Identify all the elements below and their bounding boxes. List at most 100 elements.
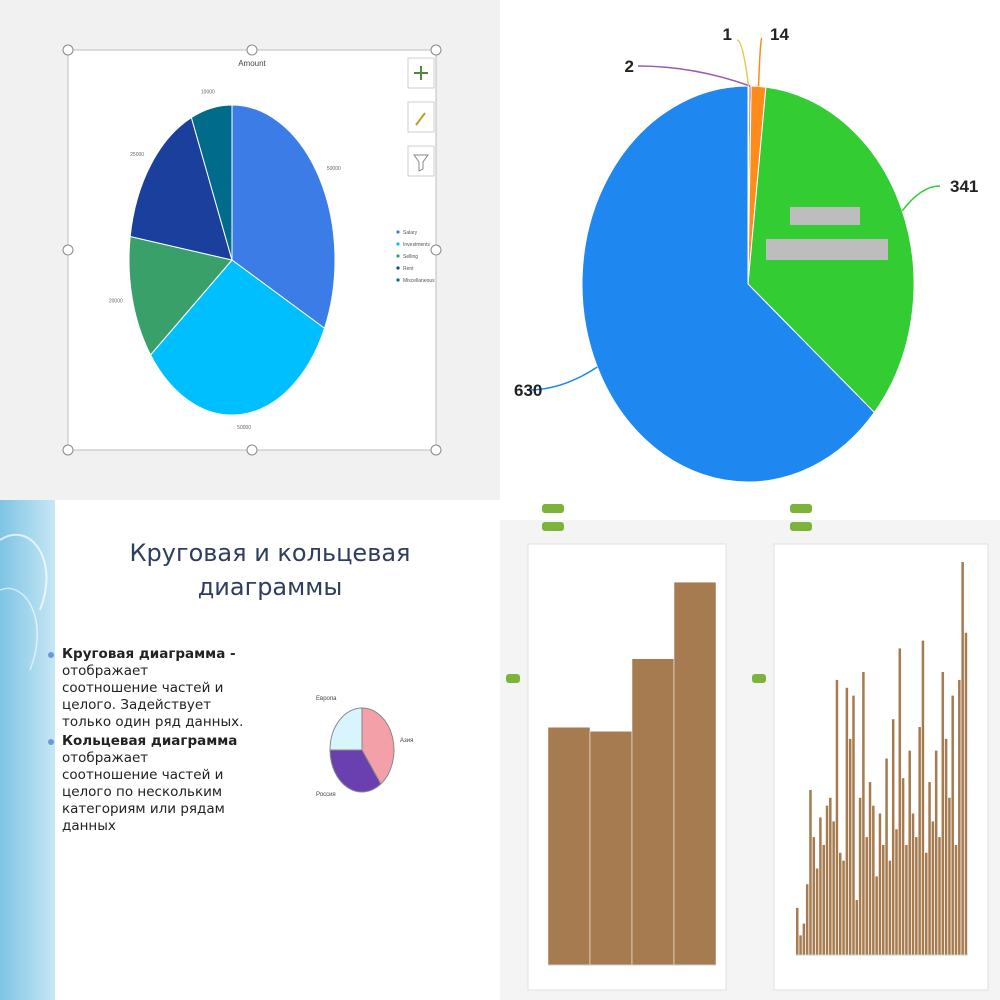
slice-label: Россия [316, 792, 336, 798]
bar [835, 679, 839, 955]
bar [862, 672, 865, 955]
slice-label: 50000 [237, 425, 251, 431]
bar [819, 817, 822, 955]
amount-pie-panel: Amount 50000 50000 20000 25000 10000 Salary I… [0, 0, 500, 500]
legend-swatch [396, 254, 400, 258]
bullet-line: отображает [62, 663, 149, 679]
count-pie-svg: 630 341 14 2 1 [514, 25, 978, 483]
slice-label: Азия [400, 738, 413, 744]
chart-tool-button[interactable] [407, 145, 435, 177]
bar [961, 562, 964, 955]
bar [872, 805, 875, 955]
pie-slice [149, 259, 326, 416]
filter-icon [413, 154, 429, 172]
bar [832, 821, 835, 955]
bullet-list: Круговая диаграмма - отображает соотноше… [48, 646, 288, 837]
pie-slice [190, 104, 233, 261]
toolbar-button[interactable] [542, 522, 564, 531]
slice-label: 25000 [130, 152, 144, 158]
bullet-dot [48, 739, 54, 745]
resize-handle[interactable] [430, 244, 442, 256]
bar [964, 632, 968, 955]
bar [878, 813, 882, 955]
bar [825, 805, 829, 955]
bar [921, 640, 925, 955]
resize-handle[interactable] [430, 44, 442, 56]
bar [888, 860, 892, 955]
bar [631, 658, 675, 966]
legend-entry: Miscellaneous [403, 278, 435, 284]
bullet-line: целого. Задействует [62, 697, 212, 713]
resize-handle[interactable] [62, 44, 74, 56]
slice-label: 20000 [109, 299, 123, 305]
bar [918, 727, 921, 955]
bar [845, 687, 849, 955]
legend-swatch [396, 266, 400, 270]
bar [822, 844, 825, 955]
bullet-donut: Кольцевая диаграмма отображает соотношен… [48, 733, 288, 835]
plus-icon [414, 66, 428, 80]
bar [925, 852, 928, 955]
pie-slice [329, 749, 382, 793]
bar [895, 829, 898, 955]
toolbar-button[interactable] [790, 504, 812, 513]
bar [589, 731, 633, 966]
count-pie-panel: 630 341 14 2 1 [500, 0, 1000, 500]
bullet-line: целого по нескольким [62, 784, 223, 800]
slice-label: 10000 [201, 89, 215, 95]
slide-title: Круговая и кольцевая диаграммы [129, 539, 411, 601]
resize-handle[interactable] [62, 244, 74, 256]
bar [954, 844, 958, 955]
bar [931, 821, 935, 955]
bar [901, 778, 905, 955]
bar [891, 719, 895, 955]
histogram-svg [500, 500, 1000, 991]
bar [915, 837, 918, 955]
bar [875, 876, 878, 955]
bar [839, 852, 842, 955]
bullet-head: Круговая диаграмма - [62, 646, 236, 662]
chart-title: Amount [238, 59, 266, 68]
leader-line [527, 366, 598, 391]
resize-handle[interactable] [246, 444, 258, 456]
leader-line [736, 39, 750, 87]
leader-line [901, 185, 941, 212]
slice-label: Европа [316, 696, 337, 702]
resize-handle[interactable] [62, 444, 74, 456]
bar [934, 750, 938, 955]
slice-label: 341 [950, 177, 978, 196]
bar [911, 813, 915, 955]
bar [812, 837, 816, 955]
bar [944, 738, 948, 955]
redacted-box [790, 207, 860, 225]
bar [868, 782, 872, 955]
bullet-line: только один ряд данных. [62, 714, 244, 730]
side-button[interactable] [752, 674, 766, 683]
legend-swatch [396, 278, 400, 282]
legend-entry: Rent [403, 266, 414, 272]
bar [673, 581, 717, 966]
bar [885, 758, 888, 955]
resize-handle[interactable] [246, 44, 258, 56]
leader-line [757, 37, 763, 87]
bullet-head: Кольцевая диаграмма [62, 733, 238, 749]
bar [938, 837, 941, 955]
bar [858, 797, 862, 955]
bar [805, 884, 809, 955]
bullet-line: отображает [62, 750, 149, 766]
bar [799, 935, 802, 955]
resize-handle[interactable] [430, 444, 442, 456]
toolbar-button[interactable] [542, 504, 564, 513]
side-button[interactable] [506, 674, 520, 683]
pie-slice [329, 707, 363, 751]
toolbar-button[interactable] [790, 522, 812, 531]
bar [829, 797, 832, 955]
bar [855, 899, 859, 955]
bar [547, 726, 591, 966]
slice-label: 630 [514, 381, 542, 400]
bar [948, 797, 951, 955]
pie-slice [361, 707, 395, 785]
bullet-line: категориям или рядам [62, 801, 225, 817]
slide-decoration: Азия Россия Европа [0, 500, 413, 1000]
bar [958, 679, 961, 955]
